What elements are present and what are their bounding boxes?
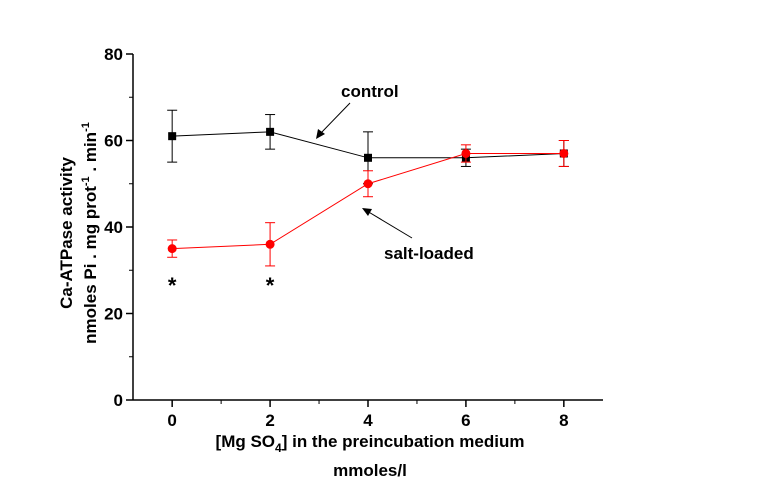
x-tick-label: 2 — [265, 411, 274, 430]
data-point — [363, 179, 373, 189]
axes — [132, 54, 603, 401]
series-salt-loaded — [167, 140, 569, 267]
y-axis-title-line1: Ca-ATPase activity — [57, 157, 76, 309]
data-point — [559, 148, 569, 158]
x-tick-label: 8 — [559, 411, 568, 430]
control-label: control — [341, 82, 399, 101]
significance-marker: * — [266, 273, 275, 298]
data-point — [265, 239, 275, 249]
control-callout: control — [316, 82, 399, 139]
salt-loaded-callout: salt-loaded — [362, 208, 474, 263]
data-point — [461, 148, 471, 158]
control-arrow-line — [319, 102, 351, 135]
control-arrow-head — [316, 129, 325, 139]
x-axis-title: [Mg SO4] in the preincubation medium — [216, 432, 525, 455]
annotations: * * — [168, 273, 275, 298]
y-axis-title-1: Ca-ATPase activity — [57, 157, 76, 309]
x-tick-label: 4 — [363, 411, 373, 430]
data-point — [168, 132, 177, 141]
y-tick-label: 20 — [104, 305, 123, 324]
series-layer — [167, 109, 569, 267]
salt-loaded-arrow-line — [366, 210, 413, 239]
y-axis-title-line2: nmoles Pi . mg prot-1 . min-1 — [80, 122, 100, 344]
data-point — [167, 244, 177, 254]
x-tick-label: 6 — [461, 411, 470, 430]
x-tick-label: 0 — [167, 411, 176, 430]
salt-loaded-label: salt-loaded — [384, 244, 474, 263]
y-tick-label: 60 — [104, 132, 123, 151]
significance-marker: * — [168, 273, 177, 298]
x-axis-units: mmoles/l — [333, 461, 407, 480]
y-tick-label: 0 — [114, 391, 123, 410]
y-tick-label: 80 — [104, 45, 123, 64]
y-tick-label: 40 — [104, 218, 123, 237]
salt-loaded-arrow-head — [362, 208, 372, 216]
data-point — [266, 127, 275, 136]
y-axis-title-2: nmoles Pi . mg prot-1 . min-1 — [80, 122, 100, 344]
data-point — [364, 153, 372, 162]
